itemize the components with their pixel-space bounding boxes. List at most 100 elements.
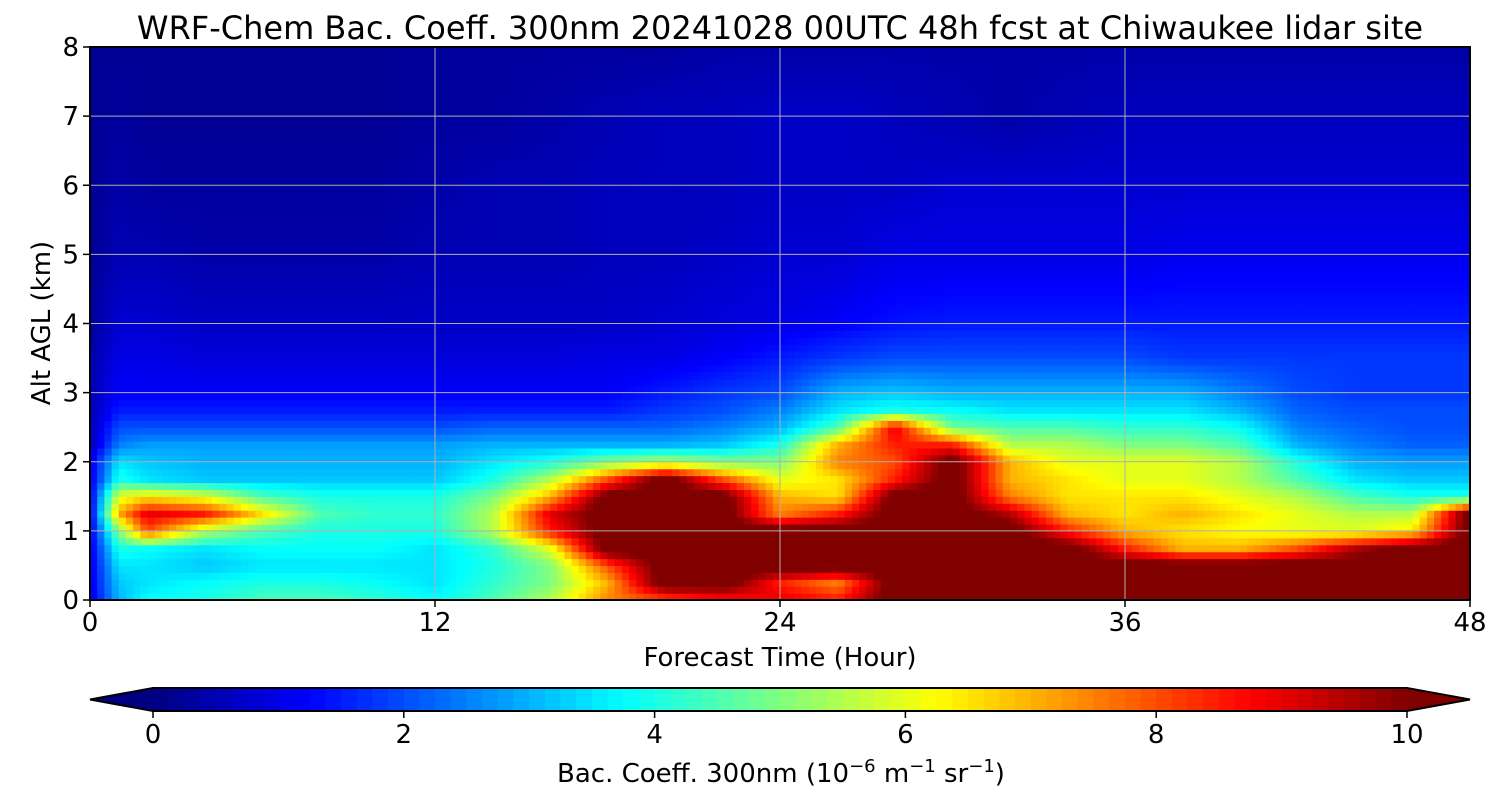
heatmap-cell bbox=[650, 468, 659, 477]
heatmap-cell bbox=[1010, 565, 1018, 573]
heatmap-cell bbox=[744, 510, 752, 518]
heatmap-cell bbox=[751, 558, 760, 567]
heatmap-cell bbox=[665, 454, 673, 463]
heatmap-cell bbox=[399, 551, 407, 560]
heatmap-cell bbox=[1053, 441, 1061, 449]
heatmap-cell bbox=[1182, 537, 1191, 546]
heatmap-cell bbox=[499, 427, 508, 435]
heatmap-cell bbox=[1275, 475, 1284, 484]
heatmap-cell bbox=[966, 461, 975, 470]
heatmap-cell bbox=[1405, 461, 1414, 470]
heatmap-cell bbox=[823, 496, 831, 504]
heatmap-cell bbox=[140, 510, 149, 518]
heatmap-cell bbox=[1297, 496, 1306, 504]
heatmap-cell bbox=[355, 572, 364, 580]
heatmap-cell bbox=[1204, 523, 1212, 532]
heatmap-cell bbox=[449, 593, 458, 600]
heatmap-cell bbox=[1232, 489, 1241, 497]
heatmap-cell bbox=[1268, 558, 1277, 567]
heatmap-cell bbox=[585, 420, 594, 428]
heatmap-cell bbox=[1275, 434, 1284, 442]
heatmap-cell bbox=[190, 517, 199, 525]
heatmap-cell bbox=[478, 475, 486, 484]
heatmap-cell bbox=[765, 496, 774, 504]
heatmap-cell bbox=[176, 447, 185, 456]
heatmap-cell bbox=[1038, 544, 1047, 553]
heatmap-cell bbox=[169, 447, 177, 456]
heatmap-cell bbox=[197, 441, 206, 449]
heatmap-cell bbox=[427, 489, 436, 497]
heatmap-cell bbox=[736, 544, 745, 553]
heatmap-cell bbox=[1369, 489, 1378, 497]
heatmap-cell bbox=[571, 565, 580, 573]
heatmap-cell bbox=[219, 551, 228, 560]
heatmap-cell bbox=[420, 434, 429, 442]
heatmap-cell bbox=[97, 420, 105, 428]
heatmap-cell bbox=[765, 503, 774, 511]
heatmap-cell bbox=[1125, 447, 1133, 456]
heatmap-cell bbox=[1333, 447, 1342, 456]
heatmap-cell bbox=[535, 489, 544, 497]
heatmap-cell bbox=[1369, 579, 1378, 587]
heatmap-cell bbox=[923, 434, 932, 442]
heatmap-cell bbox=[240, 489, 249, 497]
heatmap-cell bbox=[1247, 496, 1255, 504]
heatmap-cell bbox=[233, 441, 242, 449]
heatmap-cell bbox=[1462, 517, 1470, 525]
heatmap-cell bbox=[564, 420, 573, 428]
heatmap-cell bbox=[521, 489, 530, 497]
heatmap-cell bbox=[585, 468, 594, 477]
heatmap-cell bbox=[643, 586, 652, 594]
heatmap-cell bbox=[801, 593, 810, 600]
heatmap-cell bbox=[140, 572, 149, 580]
heatmap-cell bbox=[988, 468, 997, 477]
heatmap-cell bbox=[1103, 544, 1112, 553]
heatmap-cell bbox=[859, 475, 867, 484]
heatmap-cell bbox=[1103, 586, 1112, 594]
heatmap-cell bbox=[715, 537, 724, 546]
heatmap-cell bbox=[772, 530, 781, 539]
heatmap-cell bbox=[815, 586, 824, 594]
heatmap-cell bbox=[406, 537, 415, 546]
heatmap-cell bbox=[844, 447, 853, 456]
heatmap-cell bbox=[377, 551, 386, 560]
heatmap-cell bbox=[1096, 586, 1105, 594]
heatmap-cell bbox=[930, 503, 939, 511]
heatmap-cell bbox=[1211, 420, 1220, 428]
heatmap-cell bbox=[506, 572, 515, 580]
heatmap-cell bbox=[995, 544, 1004, 553]
heatmap-cell bbox=[765, 461, 774, 470]
heatmap-cell bbox=[327, 517, 335, 525]
heatmap-cell bbox=[169, 475, 177, 484]
heatmap-cell bbox=[1002, 537, 1011, 546]
heatmap-cell bbox=[938, 565, 946, 573]
heatmap-cell bbox=[197, 551, 206, 560]
heatmap-cell bbox=[255, 544, 264, 553]
heatmap-cell bbox=[564, 447, 573, 456]
heatmap-cell bbox=[1340, 523, 1349, 532]
heatmap-cell bbox=[1125, 572, 1133, 580]
heatmap-cell bbox=[104, 544, 113, 553]
heatmap-cell bbox=[312, 510, 321, 518]
heatmap-cell bbox=[902, 537, 910, 546]
heatmap-cell bbox=[435, 530, 443, 539]
heatmap-cell bbox=[1117, 517, 1126, 525]
heatmap-cell bbox=[887, 489, 896, 497]
heatmap-cell bbox=[154, 420, 163, 428]
heatmap-cell bbox=[240, 517, 249, 525]
heatmap-cell bbox=[722, 510, 731, 518]
heatmap-cell bbox=[312, 482, 321, 490]
heatmap-cell bbox=[629, 544, 637, 553]
heatmap-cell bbox=[1355, 454, 1363, 463]
heatmap-cell bbox=[521, 572, 530, 580]
heatmap-cell bbox=[1060, 468, 1069, 477]
heatmap-cell bbox=[1117, 434, 1126, 442]
heatmap-cell bbox=[880, 496, 889, 504]
heatmap-cell bbox=[1175, 468, 1184, 477]
heatmap-cell bbox=[420, 517, 429, 525]
heatmap-cell bbox=[564, 441, 573, 449]
heatmap-cell bbox=[1261, 461, 1270, 470]
heatmap-cell bbox=[140, 420, 149, 428]
heatmap-cell bbox=[97, 441, 105, 449]
heatmap-cell bbox=[1189, 523, 1198, 532]
